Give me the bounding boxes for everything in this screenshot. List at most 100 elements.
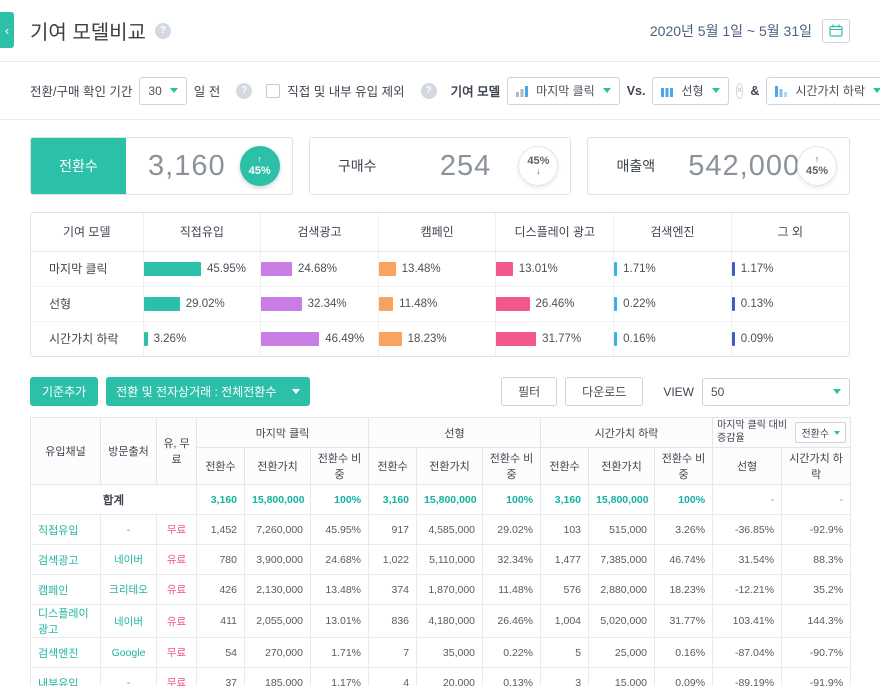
data-table-row: 디스플레이광고 네이버 유료 411 2,055,000 13.01% 836 4,180,0… xyxy=(30,604,852,638)
metric-select[interactable]: 전환 및 전자상거래 : 전체전환수 xyxy=(106,377,311,406)
remove-model-2-icon[interactable]: × xyxy=(735,82,744,99)
exclude-help-icon[interactable]: ? xyxy=(420,82,437,99)
value-cell: 0.16% xyxy=(654,637,714,668)
back-button[interactable]: ‹ xyxy=(0,12,14,48)
delta-metric-select[interactable]: 전환수 xyxy=(795,422,847,443)
share-bar xyxy=(378,331,402,346)
value-cell: 1,452 xyxy=(196,514,245,545)
total-cell: 100% xyxy=(309,484,370,515)
title-help-icon[interactable]: ? xyxy=(154,22,171,39)
exclude-internal-checkbox[interactable] xyxy=(266,83,281,98)
share-bar xyxy=(143,331,148,346)
kpi-delta-badge: 45% ↓ xyxy=(518,146,559,186)
model-1-value: 마지막 클릭 xyxy=(536,84,595,98)
chevron-down-icon xyxy=(169,88,178,93)
calendar-button[interactable] xyxy=(822,18,850,43)
value-cell: 103.41% xyxy=(712,604,783,638)
model-select-2[interactable]: 선형 xyxy=(652,76,729,105)
channel-col-header: 직접유입 xyxy=(142,213,261,252)
chevron-down-icon xyxy=(873,88,880,93)
data-table-row: 캠페인 크리테오 유료 426 2,130,000 13.48% 374 1,870,000 1… xyxy=(30,574,852,605)
channel-col-header: 캠페인 xyxy=(377,213,496,252)
share-percent: 26.46% xyxy=(535,297,575,310)
value-cell: 11.48% xyxy=(482,574,542,605)
value-cell: -91.9% xyxy=(781,667,852,686)
kpi-label: 전환수 xyxy=(31,138,126,194)
lookback-label: 전환/구매 확인 기간 xyxy=(30,85,133,99)
channel-link[interactable]: 검색엔진 xyxy=(30,637,101,668)
share-bar xyxy=(731,296,735,311)
group-header-linear: 선형 xyxy=(368,417,542,448)
filter-button[interactable]: 필터 xyxy=(501,377,558,406)
share-bar xyxy=(496,296,530,311)
value-cell: -92.9% xyxy=(781,514,852,545)
value-cell: 18.23% xyxy=(654,574,714,605)
value-cell: 45.95% xyxy=(309,514,370,545)
total-cell: 15,800,000 xyxy=(244,484,311,515)
value-cell: 3.26% xyxy=(654,514,714,545)
value-cell: 35,000 xyxy=(416,637,484,668)
value-cell: 31.77% xyxy=(654,604,714,638)
value-cell: 7 xyxy=(368,637,418,668)
total-cell: 100% xyxy=(654,484,714,515)
value-cell: 13.48% xyxy=(309,574,370,605)
model-row-label: 선형 xyxy=(31,285,143,321)
paid-type-cell: 무료 xyxy=(156,514,197,545)
chevron-down-icon xyxy=(711,88,720,93)
kpi-label: 매출액 xyxy=(616,158,656,174)
value-cell: 3 xyxy=(540,667,590,686)
date-range: 2020년 5월 1일 ~ 5월 31일 xyxy=(649,22,812,39)
value-cell: 4 xyxy=(368,667,418,686)
download-button[interactable]: 다운로드 xyxy=(565,377,644,406)
vs-label: Vs. xyxy=(626,83,646,98)
value-cell: 7,385,000 xyxy=(588,544,656,575)
share-bar xyxy=(261,261,292,276)
kpi-delta-value: 45% xyxy=(806,164,829,177)
channel-link[interactable]: 캠페인 xyxy=(30,574,101,605)
channel-link[interactable]: 디스플레이광고 xyxy=(30,604,101,638)
share-percent: 45.95% xyxy=(206,262,246,275)
kpi-label: 구매수 xyxy=(337,158,377,174)
share-percent: 1.71% xyxy=(623,262,656,275)
channel-link[interactable]: 내부유입 xyxy=(30,667,101,686)
share-percent: 31.77% xyxy=(542,332,582,345)
model-icon-time-decay xyxy=(775,85,788,97)
chevron-down-icon xyxy=(602,88,611,93)
source-cell: Google xyxy=(100,637,157,668)
value-cell: 5,020,000 xyxy=(588,604,656,638)
value-cell: 374 xyxy=(368,574,418,605)
share-percent: 1.17% xyxy=(740,262,774,275)
model-row-label: 마지막 클릭 xyxy=(49,262,108,276)
view-count-select[interactable]: 50 xyxy=(702,377,850,406)
add-criteria-button[interactable]: 기준추가 xyxy=(30,377,99,406)
model-row-label: 시간가치 하락 xyxy=(31,320,143,356)
kpi-value: 542,000 xyxy=(688,149,801,182)
value-cell: 2,880,000 xyxy=(588,574,656,605)
delta-group-label: 마지막 클릭 대비 증감율 xyxy=(717,420,788,444)
metric-select-value: 전환 및 전자상거래 : 전체전환수 xyxy=(116,385,277,399)
sub-header-share: 전환수 비중 xyxy=(654,447,714,485)
value-cell: 426 xyxy=(196,574,245,605)
sub-header-value: 전환가치 xyxy=(244,447,311,485)
kpi-value: 254 xyxy=(439,149,492,182)
value-cell: 270,000 xyxy=(244,637,311,668)
sub-header-share: 전환수 비중 xyxy=(309,447,370,485)
value-cell: 15,000 xyxy=(588,667,656,686)
value-cell: 24.68% xyxy=(309,544,370,575)
value-cell: -87.04% xyxy=(712,637,783,668)
model-select-1[interactable]: 마지막 클릭 xyxy=(507,76,620,105)
group-header-delta: 마지막 클릭 대비 증감율 전환수 xyxy=(712,417,852,448)
kpi-delta-badge: ↑ 45% xyxy=(797,146,838,186)
sub-header-delta-linear: 선형 xyxy=(712,447,783,485)
value-cell: 515,000 xyxy=(588,514,656,545)
share-percent: 32.34% xyxy=(307,297,347,310)
model-select-3[interactable]: 시간가치 하락 xyxy=(766,76,880,105)
channel-link[interactable]: 검색광고 xyxy=(30,544,101,575)
value-cell: 0.09% xyxy=(654,667,714,686)
value-cell: 46.74% xyxy=(654,544,714,575)
total-cell: - xyxy=(712,484,783,515)
value-cell: 2,055,000 xyxy=(244,604,311,638)
lookback-days-select[interactable]: 30 xyxy=(139,76,187,105)
lookback-help-icon[interactable]: ? xyxy=(236,82,253,99)
channel-link[interactable]: 직접유입 xyxy=(30,514,101,545)
